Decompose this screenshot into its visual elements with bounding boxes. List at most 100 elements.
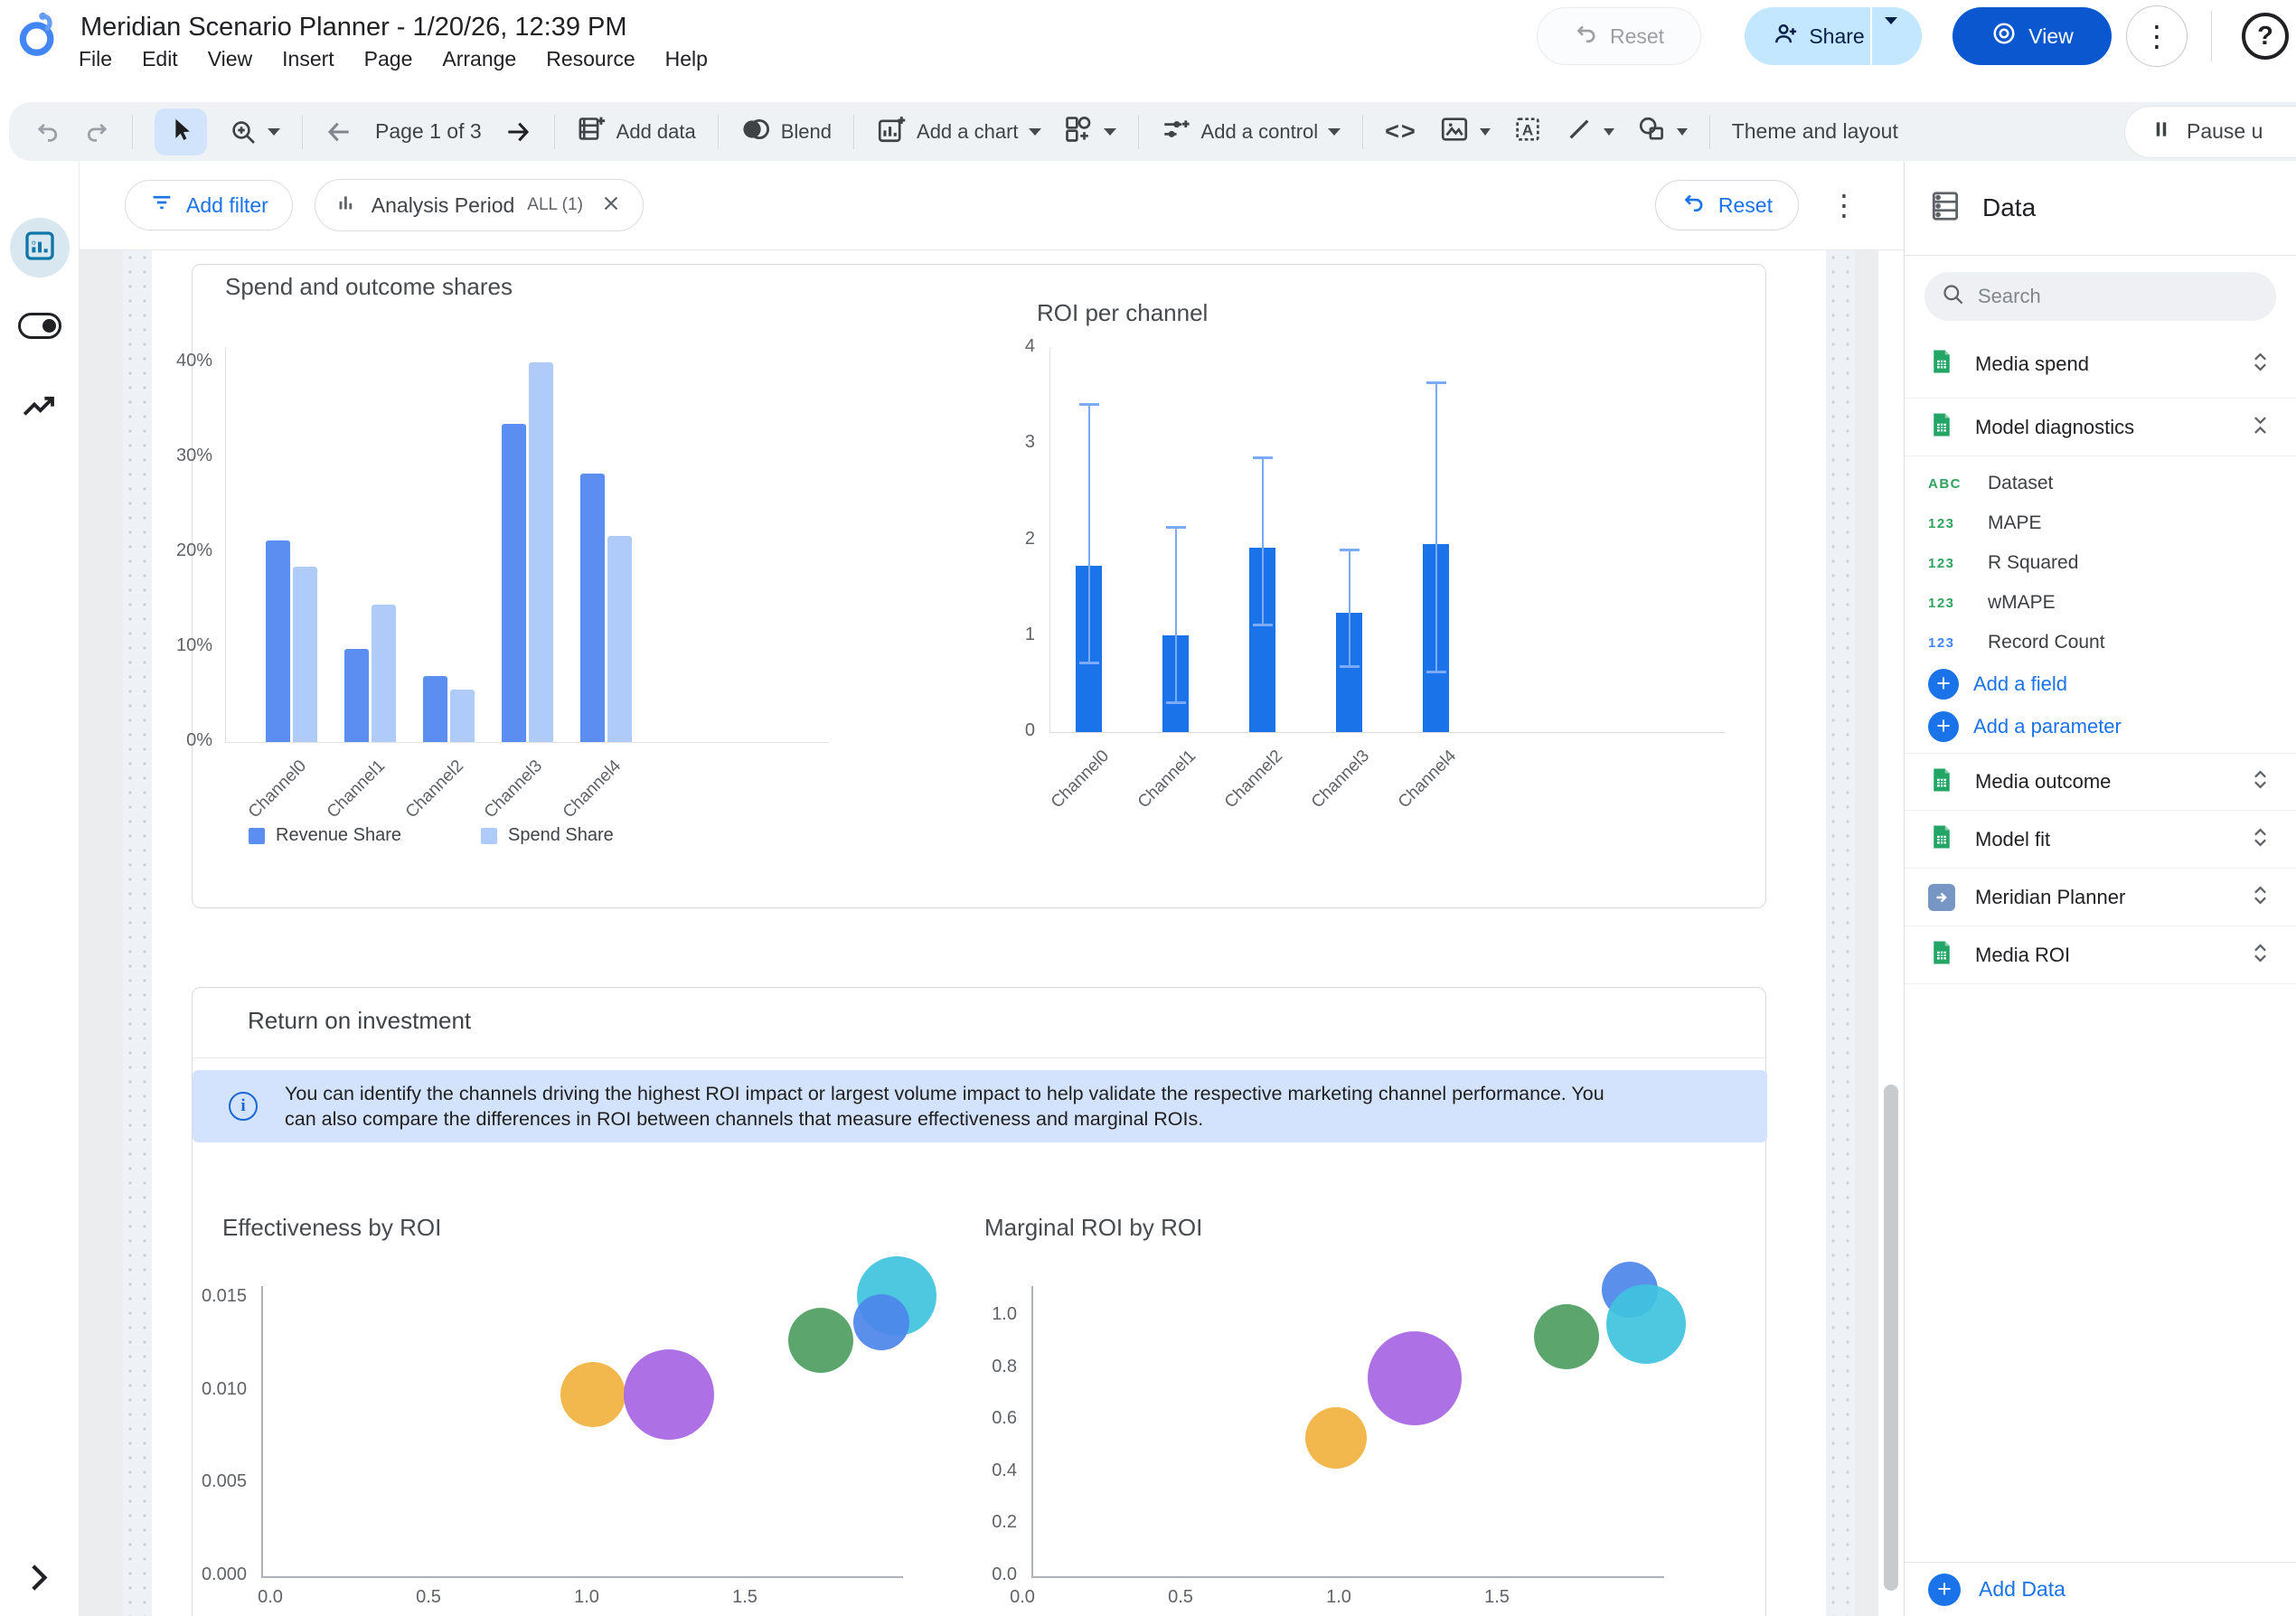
menu-resource[interactable]: Resource — [546, 47, 635, 70]
page-indicator[interactable]: Page 1 of 3 — [375, 119, 482, 143]
close-icon[interactable] — [599, 192, 623, 220]
zoom-tool-button[interactable] — [229, 117, 280, 146]
bar-spend-share — [607, 536, 632, 742]
field-r-squared[interactable]: 123 R Squared — [1928, 552, 2079, 573]
community-visualizations-button[interactable] — [1063, 114, 1116, 150]
roi-section-card[interactable]: Return on investment i You can identify … — [192, 987, 1767, 1616]
shape-icon — [1636, 114, 1667, 150]
roi-plot: 0 1 2 3 4 Channel0 Channel1 Channel2 Channel3 Cha… — [1025, 336, 1764, 818]
y-axis-tick-label: 0.0 — [992, 1564, 1017, 1584]
x-axis-tick-label: 1.5 — [732, 1587, 757, 1607]
looker-studio-logo[interactable] — [13, 7, 65, 64]
legend-item-revenue-share[interactable]: Revenue Share — [249, 825, 401, 846]
add-data-bottom-button[interactable]: + Add Data — [1905, 1562, 2296, 1616]
add-chart-button[interactable]: Add a chart — [876, 114, 1041, 150]
source-model-diagnostics[interactable]: Model diagnostics — [1905, 399, 2296, 456]
menu-arrange[interactable]: Arrange — [442, 47, 517, 70]
header-kebab-menu[interactable]: ⋮ — [2126, 5, 2188, 67]
rail-controls-tab[interactable] — [18, 313, 61, 339]
bar-revenue-share — [344, 649, 369, 742]
section-divider — [193, 1057, 1767, 1058]
plus-icon: + — [1928, 710, 1959, 742]
line-tool-button[interactable] — [1565, 115, 1614, 149]
menu-view[interactable]: View — [207, 47, 253, 70]
embed-code-button[interactable]: <> — [1385, 117, 1417, 145]
charts-card-top[interactable]: Spend and outcome shares 0% 10% 20% 30% 40% C… — [176, 264, 1766, 908]
y-axis-line — [1049, 348, 1050, 732]
unfold-less-icon[interactable] — [2248, 413, 2272, 442]
source-model-fit[interactable]: Model fit — [1905, 811, 2296, 869]
bar-spend-share — [372, 604, 396, 742]
spend-outcome-plot: 0% 10% 20% 30% 40% Channel0 Channel1 Channel2 Ch… — [176, 348, 858, 822]
info-icon: i — [229, 1092, 258, 1121]
x-axis-category-label: Channel0 — [1047, 747, 1114, 813]
sheets-icon — [1928, 766, 1955, 798]
unfold-more-icon[interactable] — [2248, 825, 2272, 854]
field-mape[interactable]: 123 MAPE — [1928, 512, 2042, 533]
info-banner-text: You can identify the channels driving th… — [285, 1083, 1604, 1130]
prev-page-button[interactable] — [325, 117, 353, 146]
image-tool-button[interactable] — [1439, 114, 1491, 150]
analysis-period-filter-chip[interactable]: Analysis Period ALL (1) — [314, 179, 644, 231]
rail-insights-tab[interactable] — [19, 389, 59, 429]
report-title[interactable]: Meridian Scenario Planner - 1/20/26, 12:… — [80, 13, 627, 42]
legend-item-spend-share[interactable]: Spend Share — [480, 825, 614, 846]
x-axis-category-label: Channel3 — [480, 756, 546, 822]
header-reset-button[interactable]: Reset — [1537, 7, 1701, 65]
search-input[interactable] — [1978, 285, 2249, 308]
source-meridian-planner[interactable]: Meridian Planner — [1905, 869, 2296, 926]
add-control-button[interactable]: Add a control — [1161, 114, 1341, 150]
add-filter-button[interactable]: Add filter — [125, 180, 293, 230]
bar-revenue-share — [266, 540, 290, 742]
menu-file[interactable]: File — [79, 47, 113, 70]
unfold-more-icon[interactable] — [2248, 883, 2272, 912]
search-box[interactable] — [1924, 272, 2276, 321]
menu-page[interactable]: Page — [363, 47, 413, 70]
undo-button[interactable] — [34, 118, 61, 146]
filter-icon — [149, 190, 174, 221]
source-media-spend[interactable]: Media spend — [1905, 330, 2296, 399]
data-panel-header: Data — [1905, 161, 2296, 256]
report-canvas[interactable]: Spend and outcome shares 0% 10% 20% 30% 40% C… — [80, 250, 1904, 1616]
add-field-button[interactable]: + Add a field — [1905, 662, 2296, 705]
unfold-more-icon[interactable] — [2248, 941, 2272, 970]
legend-swatch-spend — [480, 827, 497, 844]
blend-icon — [740, 114, 771, 150]
text-tool-button[interactable]: A — [1512, 114, 1543, 150]
menu-help[interactable]: Help — [664, 47, 708, 70]
source-media-outcome[interactable]: Media outcome — [1905, 753, 2296, 811]
rail-expand-chevron[interactable] — [22, 1560, 54, 1597]
bubble-yellow — [560, 1361, 626, 1427]
canvas-scrollbar-thumb[interactable] — [1884, 1085, 1898, 1591]
redo-button[interactable] — [83, 118, 110, 146]
x-axis-tick-label: 1.0 — [574, 1587, 599, 1607]
pause-updates-button[interactable]: Pause u — [2124, 105, 2296, 158]
filterbar-kebab-menu[interactable]: ⋮ — [1830, 189, 1858, 221]
share-dropdown-caret[interactable] — [1872, 16, 1912, 49]
add-data-button[interactable]: Add data — [577, 114, 696, 149]
source-media-roi[interactable]: Media ROI — [1905, 926, 2296, 984]
add-parameter-button[interactable]: + Add a parameter — [1905, 705, 2296, 747]
x-axis-tick-label: 0.0 — [258, 1587, 283, 1607]
field-wmape[interactable]: 123 wMAPE — [1928, 592, 2056, 613]
y-axis-tick-label: 10% — [175, 635, 212, 655]
theme-layout-button[interactable]: Theme and layout — [1731, 119, 1898, 143]
field-dataset[interactable]: ABC Dataset — [1928, 473, 2054, 493]
y-axis-tick-label: 0% — [186, 730, 212, 750]
help-icon[interactable]: ? — [2242, 13, 2289, 60]
undo-icon — [1574, 21, 1599, 52]
filter-reset-button[interactable]: Reset — [1654, 180, 1799, 230]
next-page-button[interactable] — [503, 117, 532, 146]
menu-edit[interactable]: Edit — [142, 47, 178, 70]
unfold-more-icon[interactable] — [2248, 350, 2272, 379]
field-record-count[interactable]: 123 Record Count — [1928, 632, 2105, 653]
menu-insert[interactable]: Insert — [282, 47, 334, 70]
blend-button[interactable]: Blend — [740, 114, 832, 150]
select-tool-button[interactable] — [155, 108, 207, 155]
rail-report-tab[interactable] — [10, 218, 70, 277]
shape-tool-button[interactable] — [1636, 114, 1688, 150]
view-button[interactable]: View — [1953, 7, 2112, 65]
community-viz-icon — [1063, 114, 1094, 150]
unfold-more-icon[interactable] — [2248, 767, 2272, 796]
share-button[interactable]: Share — [1745, 7, 1922, 65]
